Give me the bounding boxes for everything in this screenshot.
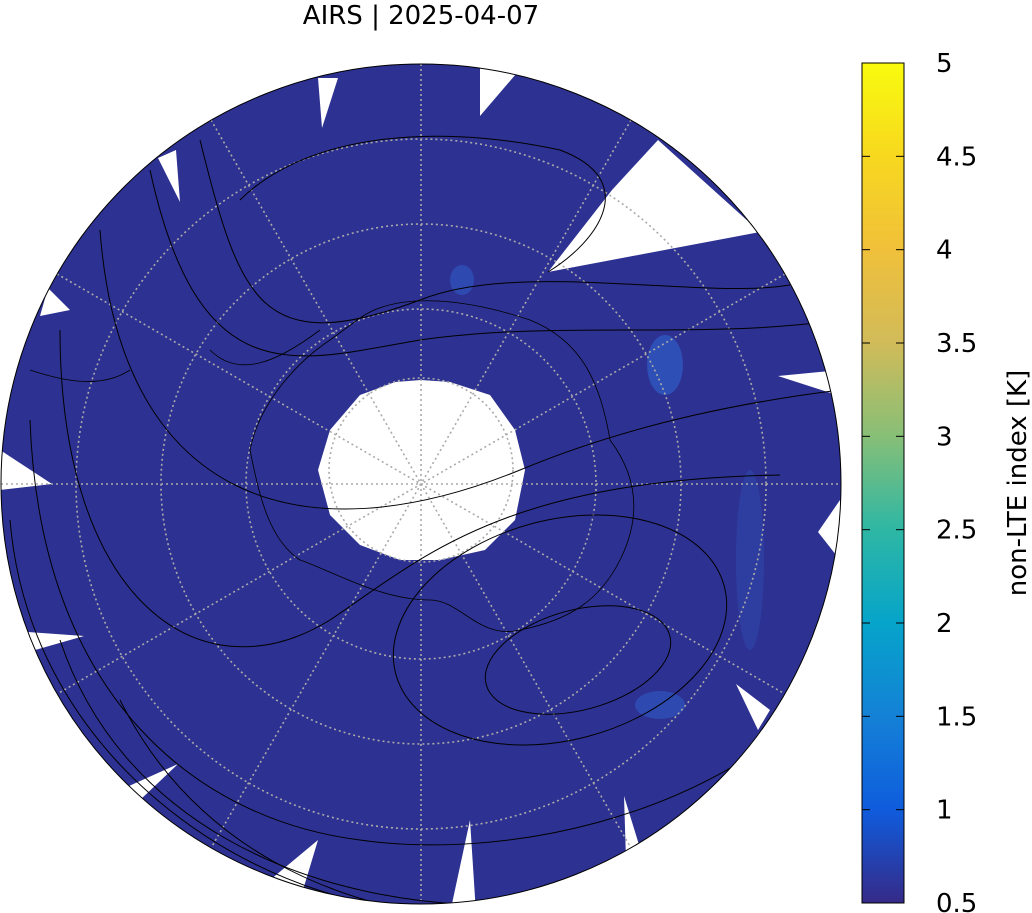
contours xyxy=(9,135,841,904)
colorbar-tick-label: 3.5 xyxy=(936,329,977,359)
colorbar-tick-label: 0.5 xyxy=(936,889,977,913)
colorbar-label: non-LTE index [K] xyxy=(1003,370,1032,596)
anomaly xyxy=(647,335,683,395)
colorbar-tick-label: 1 xyxy=(936,796,953,826)
colorbar xyxy=(861,62,905,904)
colorbar-tick-label: 2.5 xyxy=(936,516,977,546)
colorbar-tick-label: 4 xyxy=(936,236,953,266)
map-title: AIRS | 2025-04-07 xyxy=(303,1,539,31)
colorbar-tick-label: 1.5 xyxy=(936,702,977,732)
colorbar-tick-label: 3 xyxy=(936,422,953,452)
colorbar-tick-label: 2 xyxy=(936,609,953,639)
map xyxy=(1,64,841,904)
colorbar-tick-label: 5 xyxy=(936,49,953,79)
anomaly xyxy=(736,470,764,650)
coastline xyxy=(29,300,635,632)
graticule xyxy=(1,64,841,904)
colorbar-tick-label: 4.5 xyxy=(936,142,977,172)
map-border xyxy=(0,63,842,905)
